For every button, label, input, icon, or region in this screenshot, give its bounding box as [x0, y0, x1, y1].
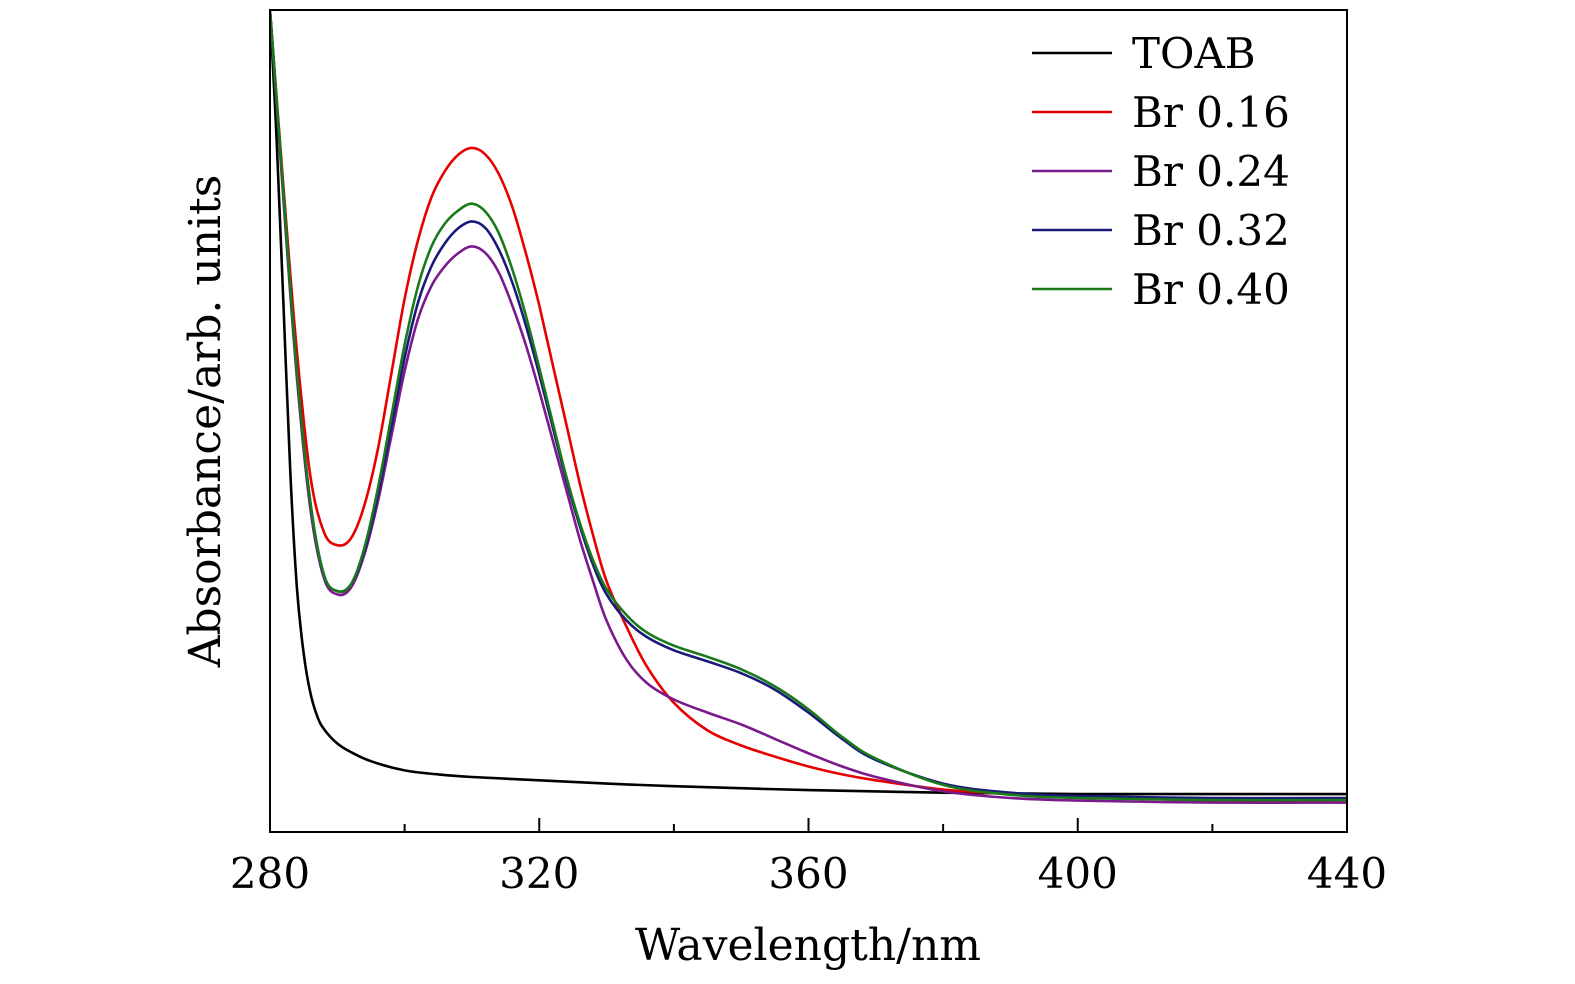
x-axis-label: Wavelength/nm [635, 920, 981, 971]
legend: TOAB Br 0.16 Br 0.24 Br 0.32 Br 0.40 [1032, 29, 1290, 314]
legend-label: Br 0.16 [1132, 88, 1290, 137]
legend-label: Br 0.40 [1132, 265, 1290, 314]
x-tick-label: 360 [768, 849, 848, 898]
chart-marks [270, 10, 1347, 805]
series-line-br-0-16 [270, 10, 1347, 804]
legend-label: Br 0.24 [1132, 147, 1290, 196]
x-tick-label: 440 [1307, 849, 1387, 898]
legend-label: Br 0.32 [1132, 206, 1290, 255]
x-tick-label: 400 [1038, 849, 1118, 898]
x-tick-label: 280 [230, 849, 310, 898]
axis-ticks: 280 320 360 400 440 [230, 818, 1387, 898]
series-line-br-0-40 [270, 10, 1347, 802]
legend-label: TOAB [1132, 29, 1256, 78]
series-line-br-0-24 [270, 10, 1347, 805]
x-tick-label: 320 [499, 849, 579, 898]
y-axis-label: Absorbance/arb. units [180, 175, 231, 669]
series-line-toab [270, 10, 1347, 796]
